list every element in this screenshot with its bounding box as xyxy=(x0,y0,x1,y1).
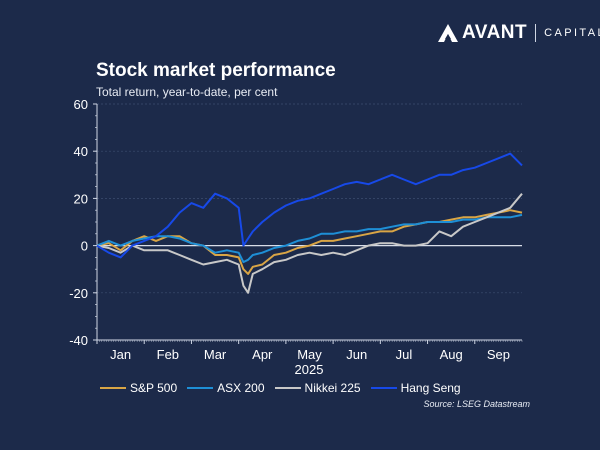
legend-item-asx200: ASX 200 xyxy=(187,381,265,395)
y-axis-ticks: 60 40 20 0 -20 -40 xyxy=(69,97,97,348)
logo-suffix-text: CAPITAL xyxy=(544,27,600,39)
x-axis-ticks: Jan Feb Mar Apr May Jun Jul Aug Sep xyxy=(96,340,523,362)
series-line-asx200 xyxy=(96,213,523,264)
y-tick-label: -20 xyxy=(69,286,88,301)
legend-swatch xyxy=(187,387,214,389)
x-tick-label: May xyxy=(297,347,322,362)
y-tick-label: -40 xyxy=(69,333,88,348)
legend-swatch xyxy=(370,387,397,389)
avant-logo-icon xyxy=(438,24,458,42)
legend-label: Nikkei 225 xyxy=(304,381,361,395)
legend-swatch xyxy=(274,387,301,389)
chart-title: Stock market performance xyxy=(96,60,336,81)
avant-capital-logo: AVANT CAPITAL xyxy=(438,22,600,44)
legend-label: Hang Seng xyxy=(400,381,461,395)
legend-label: ASX 200 xyxy=(217,381,265,395)
x-axis-label: 2025 xyxy=(295,362,324,377)
x-tick-label: Sep xyxy=(487,347,510,362)
x-tick-label: Jun xyxy=(346,347,367,362)
x-tick-label: Jan xyxy=(110,347,131,362)
series-lines xyxy=(96,152,523,294)
x-tick-label: Jul xyxy=(396,347,413,362)
x-tick-label: Aug xyxy=(440,347,463,362)
source-note: Source: LSEG Datastream xyxy=(423,399,530,409)
chart-legend: S&P 500 ASX 200 Nikkei 225 Hang Seng xyxy=(100,381,471,395)
legend-item-hangseng: Hang Seng xyxy=(370,381,461,395)
y-tick-label: 20 xyxy=(74,191,88,206)
legend-swatch xyxy=(100,387,126,389)
x-tick-label: Mar xyxy=(204,347,227,362)
legend-item-sp500: S&P 500 xyxy=(100,381,177,395)
legend-label: S&P 500 xyxy=(130,381,178,395)
x-tick-label: Feb xyxy=(157,347,179,362)
chart-subtitle: Total return, year-to-date, per cent xyxy=(96,85,278,99)
y-tick-label: 60 xyxy=(74,97,88,112)
series-line-hangseng xyxy=(96,152,523,259)
y-tick-label: 40 xyxy=(74,144,88,159)
series-line-nikkei xyxy=(96,193,523,294)
legend-item-nikkei: Nikkei 225 xyxy=(274,381,361,395)
x-tick-label: Apr xyxy=(252,347,273,362)
axes xyxy=(96,104,522,341)
logo-divider xyxy=(535,24,537,42)
y-tick-label: 0 xyxy=(81,239,88,254)
logo-brand-text: AVANT xyxy=(462,22,528,43)
